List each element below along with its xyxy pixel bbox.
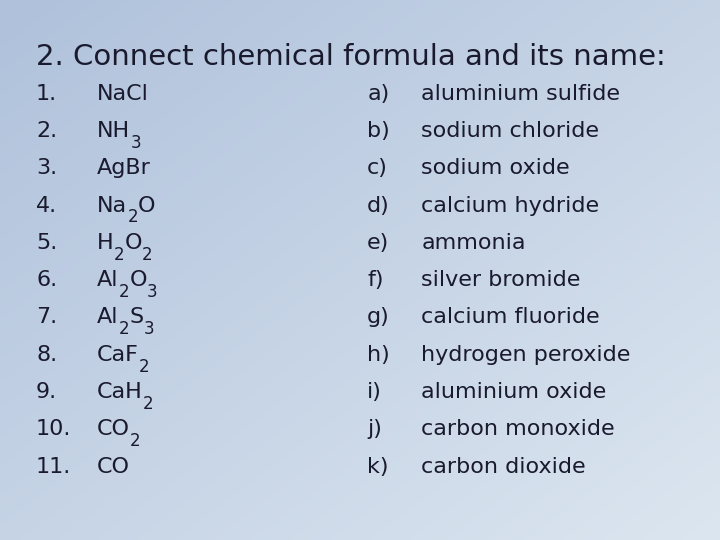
Text: 4.: 4. (36, 195, 57, 215)
Text: 10.: 10. (36, 419, 71, 439)
Text: calcium hydride: calcium hydride (421, 195, 599, 215)
Text: O: O (125, 233, 142, 253)
Text: O: O (130, 270, 147, 290)
Text: silver bromide: silver bromide (421, 270, 580, 290)
Text: AgBr: AgBr (97, 158, 151, 178)
Text: CaF: CaF (97, 345, 139, 364)
Text: 7.: 7. (36, 307, 57, 327)
Text: 2: 2 (142, 246, 153, 264)
Text: aluminium sulfide: aluminium sulfide (421, 84, 620, 104)
Text: f): f) (367, 270, 384, 290)
Text: CaH: CaH (97, 382, 143, 402)
Text: calcium fluoride: calcium fluoride (421, 307, 600, 327)
Text: 3.: 3. (36, 158, 57, 178)
Text: i): i) (367, 382, 382, 402)
Text: 2: 2 (119, 320, 130, 338)
Text: k): k) (367, 456, 389, 476)
Text: 8.: 8. (36, 345, 57, 364)
Text: j): j) (367, 419, 382, 439)
Text: d): d) (367, 195, 390, 215)
Text: CO: CO (97, 419, 130, 439)
Text: Al: Al (97, 307, 119, 327)
Text: ammonia: ammonia (421, 233, 526, 253)
Text: 2.: 2. (36, 121, 57, 141)
Text: h): h) (367, 345, 390, 364)
Text: hydrogen peroxide: hydrogen peroxide (421, 345, 631, 364)
Text: 11.: 11. (36, 456, 71, 476)
Text: 9.: 9. (36, 382, 57, 402)
Text: 2: 2 (130, 432, 141, 450)
Text: S: S (130, 307, 143, 327)
Text: 2: 2 (127, 208, 138, 226)
Text: aluminium oxide: aluminium oxide (421, 382, 606, 402)
Text: g): g) (367, 307, 390, 327)
Text: NaCl: NaCl (97, 84, 149, 104)
Text: b): b) (367, 121, 390, 141)
Text: O: O (138, 195, 156, 215)
Text: H: H (97, 233, 114, 253)
Text: sodium oxide: sodium oxide (421, 158, 570, 178)
Text: c): c) (367, 158, 388, 178)
Text: 2: 2 (143, 395, 153, 413)
Text: 3: 3 (130, 134, 141, 152)
Text: NH: NH (97, 121, 130, 141)
Text: 2: 2 (114, 246, 125, 264)
Text: carbon dioxide: carbon dioxide (421, 456, 586, 476)
Text: 2: 2 (119, 283, 130, 301)
Text: a): a) (367, 84, 390, 104)
Text: Al: Al (97, 270, 119, 290)
Text: CO: CO (97, 456, 130, 476)
Text: Na: Na (97, 195, 127, 215)
Text: 2. Connect chemical formula and its name:: 2. Connect chemical formula and its name… (36, 43, 666, 71)
Text: sodium chloride: sodium chloride (421, 121, 599, 141)
Text: 1.: 1. (36, 84, 57, 104)
Text: e): e) (367, 233, 390, 253)
Text: 6.: 6. (36, 270, 57, 290)
Text: 3: 3 (147, 283, 158, 301)
Text: 5.: 5. (36, 233, 58, 253)
Text: carbon monoxide: carbon monoxide (421, 419, 615, 439)
Text: 2: 2 (139, 357, 150, 375)
Text: 3: 3 (143, 320, 154, 338)
